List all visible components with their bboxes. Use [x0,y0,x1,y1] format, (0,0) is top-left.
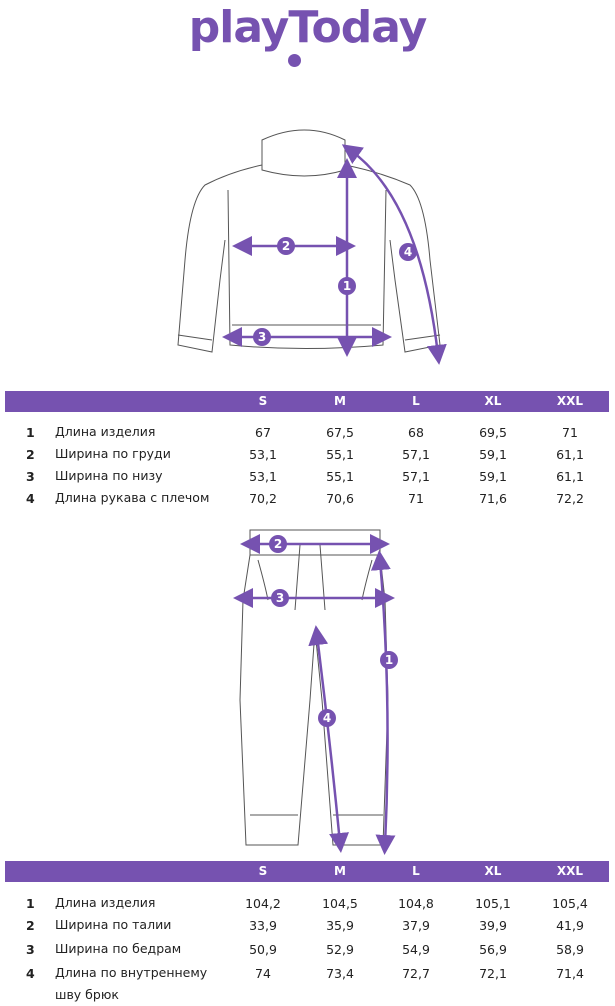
cell-value: 57,1 [402,447,430,462]
cell-value: 74 [255,966,271,981]
table-row: 1 Длина изделия 67 67,5 68 69,5 71 [0,424,615,445]
table-row: 2 Ширина по груди 53,1 55,1 57,1 59,1 61,1 [0,446,615,467]
cell-value: 55,1 [326,469,354,484]
table-row: 4 Длина по внутреннему шву брюк 74 73,4 72,7… [0,965,615,1002]
cell-value: 59,1 [479,469,507,484]
cell-value: 50,9 [249,942,277,957]
cell-value: 68 [408,425,424,440]
pants-marker-3: 3 [276,591,284,605]
cell-value: 71 [408,491,424,506]
cell-value: 61,1 [556,469,584,484]
cell-value: 71,6 [479,491,507,506]
pants-marker-1: 1 [385,653,393,667]
size-l: L [412,394,420,408]
cell-value: 105,4 [552,896,588,911]
cell-value: 72,7 [402,966,430,981]
size-xl: XL [484,394,502,408]
cell-value: 39,9 [479,918,507,933]
pants-marker-2: 2 [274,537,282,551]
row-number: 3 [26,469,35,484]
size-m: M [334,394,346,408]
cell-value: 71 [562,425,578,440]
sweater-marker-3: 3 [258,330,266,344]
size-m: M [334,864,346,878]
row-number: 4 [26,966,35,981]
row-label: Длина изделия [55,424,156,439]
table-row: 1 Длина изделия 104,2 104,5 104,8 105,1 105,4 [0,895,615,916]
cell-value: 71,4 [556,966,584,981]
size-xxl: XXL [556,864,584,878]
row-number: 2 [26,447,35,462]
table-row: 2 Ширина по талии 33,9 35,9 37,9 39,9 41,9 [0,917,615,938]
size-xxl: XXL [556,394,584,408]
sweater-sketch: 1 2 3 4 [177,129,447,365]
size-xl: XL [484,864,502,878]
cell-value: 70,6 [326,491,354,506]
row-label: Длина рукава с плечом [55,490,210,505]
cell-value: 52,9 [326,942,354,957]
row-number: 2 [26,918,35,933]
sweater-marker-2: 2 [282,239,290,253]
cell-value: 55,1 [326,447,354,462]
cell-value: 72,1 [479,966,507,981]
cell-value: 72,2 [556,491,584,506]
row-number: 4 [26,491,35,506]
sweater-markers [253,237,417,346]
cell-value: 57,1 [402,469,430,484]
sweater-table-header: S M L XL XXL [5,391,609,412]
pants-table-header: S M L XL XXL [5,861,609,882]
size-l: L [412,864,420,878]
cell-value: 33,9 [249,918,277,933]
pants-sketch: 1 2 3 4 [233,529,398,855]
cell-value: 56,9 [479,942,507,957]
cell-value: 69,5 [479,425,507,440]
cell-value: 67 [255,425,271,440]
sweater-marker-4: 4 [404,245,412,259]
row-number: 3 [26,942,35,957]
cell-value: 104,5 [322,896,358,911]
cell-value: 70,2 [249,491,277,506]
row-label: Длина изделия [55,895,156,910]
table-row: 3 Ширина по бедрам 50,9 52,9 54,9 56,9 58,9 [0,941,615,962]
pants-marker-4: 4 [323,711,331,725]
cell-value: 54,9 [402,942,430,957]
cell-value: 105,1 [475,896,511,911]
cell-value: 104,2 [245,896,281,911]
row-label: Длина по внутреннему шву брюк [55,965,208,1002]
cell-value: 67,5 [326,425,354,440]
cell-value: 53,1 [249,469,277,484]
row-label: Ширина по талии [55,917,172,932]
row-label: Ширина по низу [55,468,163,483]
size-s: S [258,864,268,878]
size-s: S [258,394,268,408]
cell-value: 58,9 [556,942,584,957]
table-row: 4 Длина рукава с плечом 70,2 70,6 71 71,6 72,2 [0,490,615,511]
brand-logo: playToday [188,2,428,53]
table-row: 3 Ширина по низу 53,1 55,1 57,1 59,1 61,1 [0,468,615,489]
cell-value: 104,8 [398,896,434,911]
row-label: Ширина по бедрам [55,941,182,956]
row-number: 1 [26,425,35,440]
sweater-marker-1: 1 [343,279,351,293]
cell-value: 53,1 [249,447,277,462]
cell-value: 73,4 [326,966,354,981]
cell-value: 35,9 [326,918,354,933]
row-number: 1 [26,896,35,911]
cell-value: 61,1 [556,447,584,462]
logo-dot [288,54,301,67]
row-label: Ширина по груди [55,446,171,461]
cell-value: 59,1 [479,447,507,462]
cell-value: 41,9 [556,918,584,933]
cell-value: 37,9 [402,918,430,933]
